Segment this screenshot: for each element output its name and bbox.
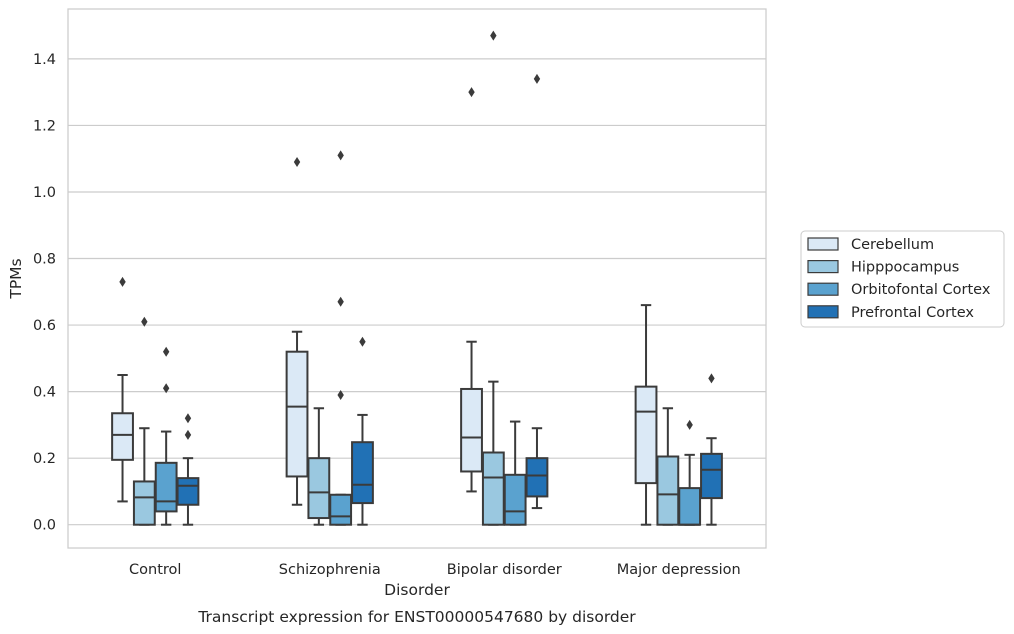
box-prefrontal-cortex-1 bbox=[351, 336, 374, 526]
outlier-point bbox=[184, 413, 192, 424]
box-body bbox=[481, 451, 505, 526]
box-body bbox=[503, 473, 527, 526]
box-body bbox=[307, 457, 331, 520]
y-tick-label: 0.6 bbox=[33, 318, 56, 334]
x-tick-label: Schizophrenia bbox=[279, 562, 381, 578]
x-axis-ticks: Control Schizophrenia Bipolar disorder Majo… bbox=[129, 562, 741, 578]
outlier-point bbox=[337, 296, 344, 307]
box-hipppocampus-0 bbox=[132, 316, 156, 526]
y-tick-label: 0.8 bbox=[33, 252, 56, 268]
plot-frame bbox=[67, 8, 767, 549]
box-hipppocampus-2 bbox=[481, 30, 505, 526]
box-body bbox=[460, 387, 483, 473]
y-tick-label: 0.4 bbox=[33, 385, 56, 401]
outlier-point bbox=[533, 73, 541, 84]
y-axis-label: TPMs bbox=[7, 258, 25, 299]
chart-caption: Transcript expression for ENST0000054768… bbox=[197, 608, 636, 626]
y-axis-ticks: 0.0 0.2 0.4 0.6 0.8 1.0 1.2 1.4 bbox=[33, 52, 56, 534]
box-body bbox=[678, 487, 702, 526]
legend-frame bbox=[800, 230, 1005, 328]
outlier-point bbox=[468, 87, 475, 98]
box-body bbox=[525, 457, 549, 498]
box-body bbox=[329, 493, 353, 526]
box-prefrontal-cortex-3 bbox=[700, 373, 723, 526]
legend-label: Orbitofontal Cortex bbox=[851, 282, 991, 298]
legend-swatch bbox=[807, 282, 839, 296]
box-body bbox=[154, 461, 178, 513]
legend: Cerebellum Hipppocampus Orbitofontal Corte… bbox=[800, 230, 1005, 328]
outlier-point bbox=[686, 419, 693, 430]
box-body bbox=[700, 452, 723, 500]
outlier-point bbox=[293, 157, 301, 168]
box-body bbox=[656, 455, 680, 526]
box-prefrontal-cortex-0 bbox=[176, 413, 200, 526]
box-orbitofontal-cortex-2 bbox=[503, 420, 527, 526]
outlier-point bbox=[162, 383, 170, 394]
legend-label: Cerebellum bbox=[851, 237, 934, 253]
box-cerebellum-1 bbox=[285, 157, 309, 506]
outlier-point bbox=[337, 150, 344, 161]
box-orbitofontal-cortex-3 bbox=[678, 419, 702, 526]
outlier-point bbox=[490, 30, 497, 41]
outlier-point bbox=[337, 389, 344, 400]
box-orbitofontal-cortex-1 bbox=[329, 150, 353, 526]
y-tick-label: 1.0 bbox=[33, 185, 56, 201]
y-tick-label: 1.2 bbox=[33, 118, 56, 134]
x-tick-label: Bipolar disorder bbox=[447, 562, 562, 578]
box-hipppocampus-3 bbox=[656, 407, 680, 526]
box-body bbox=[132, 480, 156, 526]
outlier-point bbox=[359, 336, 366, 347]
outlier-point bbox=[162, 346, 170, 357]
outlier-point bbox=[141, 316, 148, 327]
box-body bbox=[285, 350, 309, 478]
legend-swatch bbox=[807, 260, 839, 274]
box-hipppocampus-1 bbox=[307, 407, 331, 526]
legend-swatch bbox=[807, 305, 839, 319]
box-orbitofontal-cortex-0 bbox=[154, 346, 178, 526]
box-body bbox=[176, 477, 200, 506]
y-tick-label: 0.2 bbox=[33, 451, 56, 467]
box-plot-series bbox=[111, 30, 723, 526]
box-body bbox=[634, 385, 658, 485]
x-tick-label: Control bbox=[129, 562, 181, 578]
box-cerebellum-2 bbox=[460, 87, 483, 493]
y-tick-label: 1.4 bbox=[33, 52, 56, 68]
outlier-point bbox=[119, 276, 126, 287]
gridlines bbox=[68, 58, 766, 526]
y-tick-label: 0.0 bbox=[33, 518, 56, 534]
legend-swatch bbox=[807, 237, 839, 251]
box-cerebellum-0 bbox=[111, 276, 134, 503]
outlier-point bbox=[708, 373, 715, 384]
box-cerebellum-3 bbox=[634, 304, 658, 526]
legend-label: Hipppocampus bbox=[851, 260, 959, 276]
legend-label: Prefrontal Cortex bbox=[851, 305, 974, 321]
x-tick-label: Major depression bbox=[617, 562, 741, 578]
outlier-point bbox=[184, 429, 192, 440]
box-prefrontal-cortex-2 bbox=[525, 73, 549, 510]
box-body bbox=[351, 441, 374, 505]
x-axis-label: Disorder bbox=[384, 581, 450, 599]
box-body bbox=[111, 412, 134, 461]
